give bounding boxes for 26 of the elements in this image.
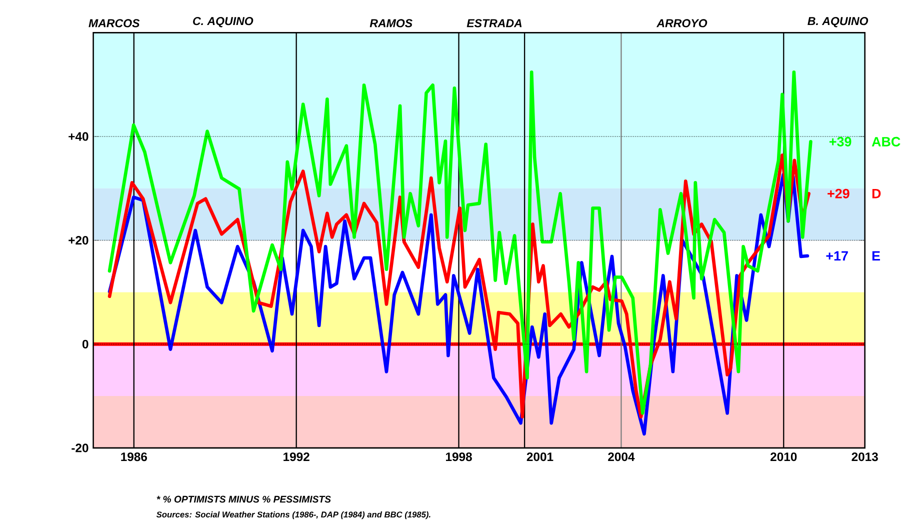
x-tick-label: 1986: [121, 452, 147, 461]
x-tick-label: 1998: [446, 452, 472, 461]
x-tick-label: 2013: [852, 452, 878, 461]
text: ARROYO: [656, 18, 708, 28]
source-note: Sources: Social Weather Stations (1986-, DAP (1984) and BBC (1985).: [156, 511, 430, 519]
x-tick-label: 2004: [608, 452, 635, 461]
text: RAMOS: [370, 18, 412, 28]
y-tick-label: 0: [82, 340, 88, 348]
x-tick-label: 1992: [284, 452, 310, 461]
text: B. AQUINO: [808, 16, 868, 28]
text: C. AQUINO: [193, 16, 254, 28]
annotation: +17: [826, 251, 848, 260]
y-tick-label: +40: [68, 132, 88, 141]
x-tick-label: 2001: [526, 452, 554, 461]
text: * % OPTIMISTS MINUS % PESSIMISTS: [156, 496, 331, 502]
annotation: +39: [829, 136, 852, 146]
text: E: [872, 251, 880, 260]
y-tick-label: -20: [72, 443, 88, 452]
text: ABC: [872, 136, 900, 146]
annotation: +29: [828, 188, 850, 198]
line-series: [108, 70, 812, 415]
x-tick-label: 2010: [770, 452, 797, 461]
text: MARCOS: [88, 18, 140, 28]
text: ESTRADA: [466, 18, 522, 28]
text: D: [872, 188, 881, 198]
y-tick-label: +20: [68, 236, 88, 244]
